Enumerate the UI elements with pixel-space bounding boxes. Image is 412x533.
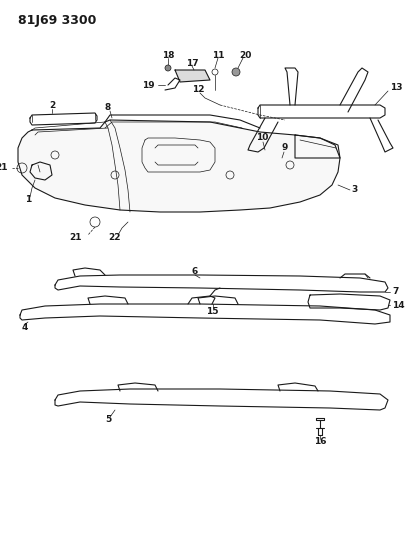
Text: 18: 18: [162, 51, 174, 60]
Circle shape: [232, 68, 240, 76]
Polygon shape: [175, 70, 210, 82]
Text: 2: 2: [49, 101, 55, 110]
Text: 16: 16: [314, 438, 326, 447]
Text: 7: 7: [392, 287, 398, 296]
Text: 15: 15: [206, 308, 218, 317]
Text: 22: 22: [109, 233, 121, 243]
Text: 20: 20: [239, 51, 251, 60]
Text: 21: 21: [70, 233, 82, 243]
Text: 17: 17: [186, 59, 198, 68]
Text: 12: 12: [192, 85, 204, 94]
Text: 19: 19: [143, 80, 155, 90]
Text: 10: 10: [256, 133, 268, 142]
Text: 1: 1: [25, 196, 31, 205]
Text: 81J69 3300: 81J69 3300: [18, 14, 96, 27]
Text: 6: 6: [192, 268, 198, 277]
Text: 3: 3: [352, 185, 358, 195]
Text: 5: 5: [105, 416, 111, 424]
Polygon shape: [18, 120, 340, 212]
Text: 8: 8: [105, 103, 111, 112]
Text: 11: 11: [212, 51, 224, 60]
Text: 21: 21: [0, 164, 8, 173]
Text: 4: 4: [22, 324, 28, 333]
Circle shape: [165, 65, 171, 71]
Text: 13: 13: [390, 84, 403, 93]
Text: 9: 9: [282, 143, 288, 152]
Text: 14: 14: [392, 301, 405, 310]
